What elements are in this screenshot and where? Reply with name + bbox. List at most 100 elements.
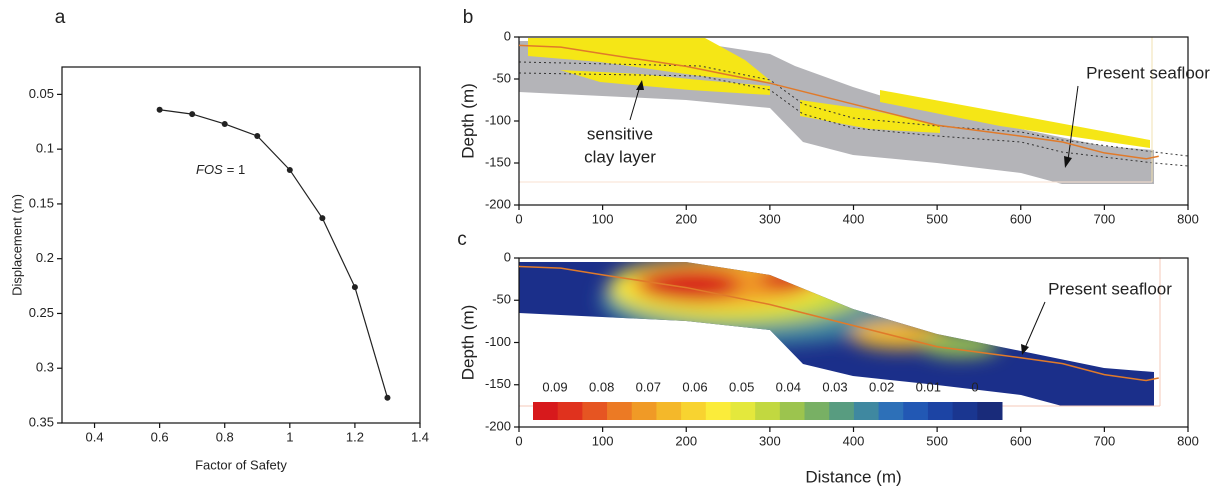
y-tick-label: -150 [485,376,511,391]
colorbar-swatch [705,402,731,420]
colorbar-swatch [804,402,830,420]
y-tick-label: 0 [504,249,511,264]
x-tick-label: 1.2 [346,429,364,444]
colorbar-label: 0.02 [869,379,894,394]
y-axis-label: Depth (m) [458,305,477,381]
colorbar-swatch [952,402,978,420]
y-tick-label: -200 [485,418,511,433]
series-label: Present seafloor [1086,63,1210,82]
data-point [384,394,391,401]
y-tick-label: -150 [485,154,511,169]
colorbar-swatch [977,402,1003,420]
arrowhead [1021,344,1029,355]
x-tick-label: 0.8 [216,429,234,444]
colorbar-swatch [853,402,880,420]
data-point [319,215,326,222]
seafloor-line [518,44,1159,160]
colorbar-swatch [927,402,954,420]
x-tick-label: 200 [675,211,697,226]
y-tick-label: -100 [485,112,511,127]
x-tick-label: 500 [926,433,948,448]
y-tick-label: 0.15 [29,195,54,210]
x-tick-label: 400 [843,211,865,226]
arrow [1024,301,1046,349]
annotation: sensitive [587,124,653,143]
colorbar-label: 0.04 [776,379,801,394]
y-tick-label: -200 [485,196,511,211]
y-tick-label: 0.25 [29,305,54,320]
x-tick-label: 700 [1094,433,1116,448]
arrow [1067,85,1079,161]
arrow [629,85,641,121]
colorbar-swatch [829,402,855,420]
x-tick-label: 300 [759,211,781,226]
data-point [156,106,163,113]
arrowhead [636,80,644,90]
colorbar-swatch [779,402,806,420]
x-tick-label: 700 [1094,211,1116,226]
colorbar-label: 0 [971,379,978,394]
panel-label: b [463,7,474,28]
x-axis-label: Distance (m) [805,467,901,486]
x-tick-label: 0 [515,211,522,226]
x-tick-label: 600 [1010,211,1032,226]
arrowhead [1064,156,1072,168]
x-tick-label: 200 [675,433,697,448]
colorbar-label: 0.07 [636,379,661,394]
x-tick-label: 600 [1010,433,1032,448]
x-axis-label: Factor of Safety [195,457,287,472]
y-tick-label: 0.3 [36,360,54,375]
annotation: FOS = 1 [196,162,245,177]
colorbar-label: 0.03 [822,379,847,394]
colorbar-swatch [878,402,904,420]
colorbar-label: 0.06 [682,379,707,394]
annotation-text: = 1 [227,162,245,177]
y-axis-label: Depth (m) [458,83,477,159]
colorbar-swatch [730,402,756,420]
y-tick-label: -50 [492,70,511,85]
y-tick-label: -100 [485,334,511,349]
colorbar-swatch [582,402,608,420]
y-tick-label: 0 [504,28,511,43]
colorbar-label: 0.08 [589,379,614,394]
colorbar-swatch [656,402,682,420]
annotation: clay layer [584,147,656,166]
colorbar-label: 0.05 [729,379,754,394]
y-tick-label: -50 [492,292,511,307]
series-label: Present seafloor [1048,279,1172,298]
x-tick-label: 100 [592,211,614,226]
y-axis-label: Displacement (m) [9,194,24,296]
x-tick-label: 400 [843,433,865,448]
x-tick-label: 0 [515,433,522,448]
data-point [286,166,293,173]
x-tick-label: 500 [926,211,948,226]
y-tick-label: 0.1 [36,141,54,156]
annotation-italic: FOS [196,162,223,177]
panel-label: a [55,7,66,28]
x-tick-label: 1.4 [411,429,429,444]
data-point [351,284,358,291]
colorbar-swatch [631,402,657,420]
x-tick-label: 300 [759,433,781,448]
panel-label: c [457,229,467,250]
data-line [159,109,389,398]
y-tick-label: 0.05 [29,86,54,101]
x-tick-label: 1 [286,429,293,444]
y-tick-label: 0.35 [29,414,54,429]
plot-frame [61,66,421,424]
data-point [254,133,261,140]
colorbar-swatch [903,402,929,420]
x-tick-label: 0.4 [86,429,104,444]
data-point [221,120,228,127]
plots: a 0.4 0.6 0.8 1 1.2 1.4 0.05 0.1 0.15 0.2 0.25 0.3 0.… [9,7,1210,486]
data-point [189,111,196,118]
colorbar-swatch [607,402,633,420]
y-tick-label: 0.2 [36,250,54,265]
seafloor-line [518,265,1159,382]
colorbar-swatch [557,402,583,420]
colorbar-label: 0.01 [916,379,941,394]
x-tick-label: 800 [1177,433,1199,448]
colorbar-label: 0.09 [542,379,567,394]
x-tick-label: 800 [1177,211,1199,226]
